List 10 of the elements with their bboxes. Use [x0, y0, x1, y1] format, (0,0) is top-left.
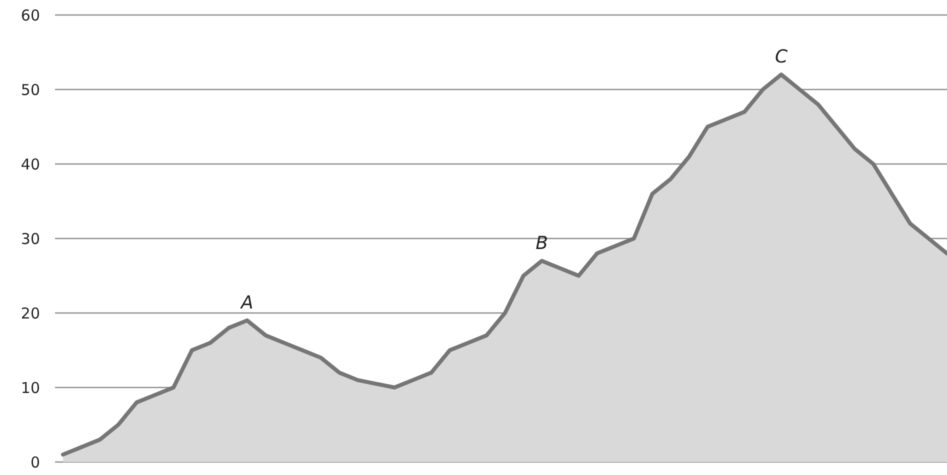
y-tick-label: 10: [20, 378, 40, 397]
y-tick-label: 60: [20, 6, 40, 24]
y-tick-label: 0: [30, 453, 40, 472]
y-tick-label: 20: [20, 304, 40, 322]
y-tick-label: 30: [20, 230, 40, 248]
y-tick-label: 50: [20, 80, 40, 99]
annotation: B: [536, 232, 548, 254]
annotation: C: [774, 46, 788, 68]
annotation: A: [240, 292, 254, 314]
y-tick-label: 40: [20, 155, 40, 174]
